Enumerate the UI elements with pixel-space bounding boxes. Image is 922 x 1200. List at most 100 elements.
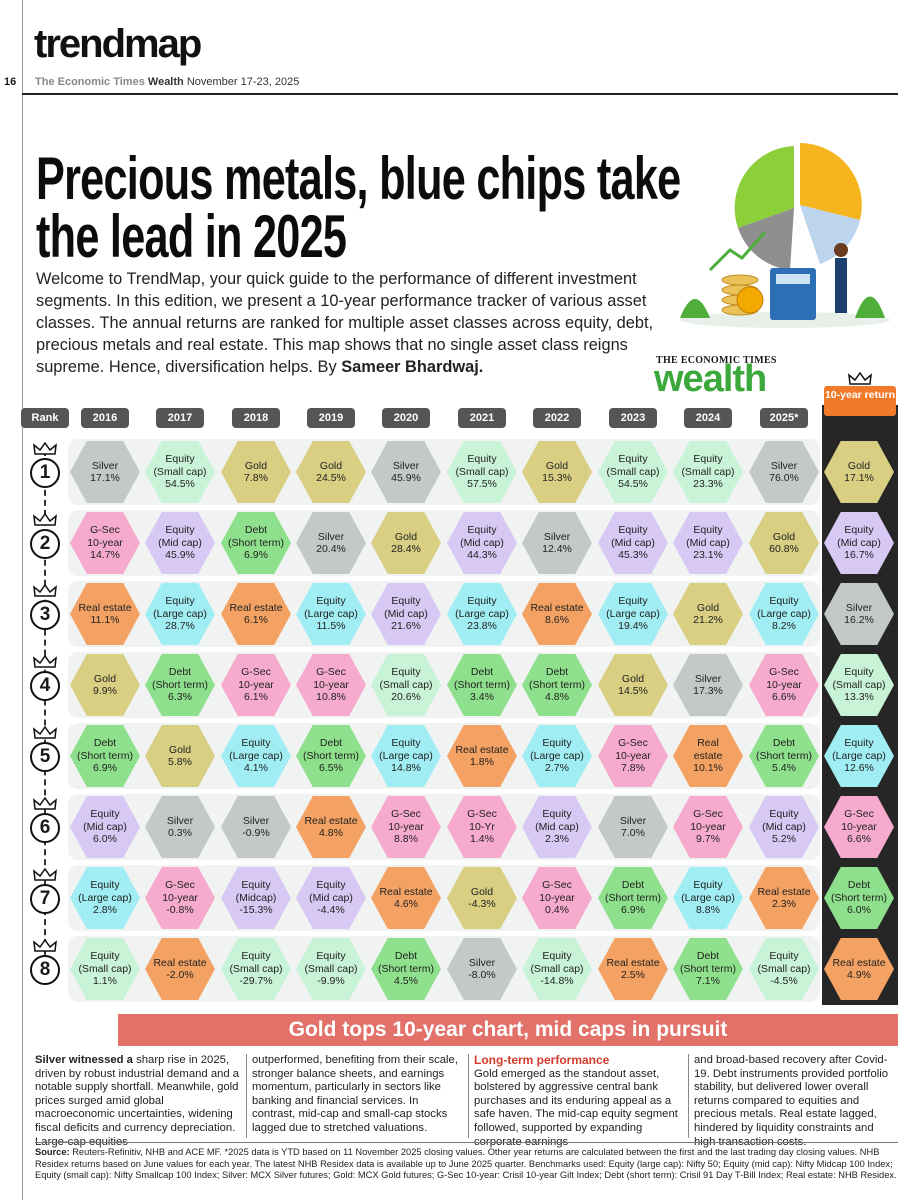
asset-return: 4.8%	[319, 827, 343, 839]
asset-label: (Large cap)	[757, 607, 811, 620]
asset-label: Real estate	[530, 601, 584, 614]
asset-cell: Equity (Small cap) 54.5%	[598, 441, 668, 503]
asset-return: 76.0%	[769, 472, 799, 484]
column-header: 2016	[81, 408, 129, 428]
asset-label: Equity	[618, 453, 648, 466]
asset-return: 4.1%	[244, 762, 268, 775]
asset-return: 17.1%	[90, 472, 120, 484]
asset-label: Real estate	[78, 601, 132, 614]
asset-return: 14.7%	[90, 549, 120, 562]
asset-cell: G-Sec 10-year 6.6%	[749, 654, 819, 716]
asset-label: Silver	[770, 459, 798, 472]
asset-cell: Silver 16.2%	[824, 583, 894, 645]
asset-return: 21.6%	[391, 620, 421, 633]
asset-label: Equity	[316, 950, 346, 963]
asset-label: (Short term)	[755, 749, 812, 762]
asset-cell: Equity (Small cap) 23.3%	[673, 441, 743, 503]
asset-cell: Silver 7.0%	[598, 796, 668, 858]
asset-return: 17.1%	[844, 472, 874, 484]
asset-label: (Mid cap)	[158, 536, 202, 549]
margin-rule	[22, 0, 23, 1200]
asset-label: Real estate	[153, 956, 207, 969]
rank-badge: 3	[30, 600, 60, 630]
asset-label: Debt	[93, 737, 117, 750]
asset-cell: Equity (Large cap) 23.8%	[447, 583, 517, 645]
asset-label: Real estate	[379, 885, 433, 898]
rank-badge: 6	[30, 813, 60, 843]
asset-label: G-Sec	[90, 524, 120, 537]
column-rule	[246, 1054, 247, 1138]
asset-label: Real estate	[757, 885, 811, 898]
asset-label: Equity	[391, 737, 421, 750]
asset-return: -29.7%	[239, 975, 273, 988]
asset-return: -8.0%	[468, 969, 496, 981]
source-note: Source: Reuters-Refinitiv, NHB and ACE M…	[35, 1142, 898, 1182]
asset-label: Equity	[693, 453, 723, 466]
asset-cell: Equity (Large cap) 28.7%	[145, 583, 215, 645]
crown-icon	[33, 868, 57, 881]
asset-label: Equity	[467, 595, 497, 608]
asset-label: (Large cap)	[832, 749, 886, 762]
asset-cell: Equity (Midcap) -15.3%	[221, 867, 291, 929]
asset-cell: G-Sec 10-year 0.4%	[522, 867, 592, 929]
asset-return: 12.4%	[542, 543, 572, 555]
article-column: outperformed, benefiting from their scal…	[252, 1054, 458, 1134]
section: Wealth	[147, 76, 184, 88]
asset-label: (Short term)	[302, 749, 359, 762]
column-text: Gold emerged as the standout asset, bols…	[474, 1067, 678, 1148]
asset-label: Equity	[542, 808, 572, 821]
lead: Silver witnessed a	[35, 1054, 133, 1066]
asset-label: 10-year	[238, 678, 274, 691]
asset-label: (Small cap)	[78, 962, 132, 975]
asset-label: Silver	[91, 459, 119, 472]
asset-return: -4.3%	[468, 898, 496, 910]
asset-label: (Short term)	[528, 678, 585, 691]
asset-cell: Debt (Short term) 4.8%	[522, 654, 592, 716]
asset-cell: Silver 12.4%	[522, 512, 592, 574]
asset-label: G-Sec	[693, 808, 723, 821]
asset-cell: Debt (Short term) 6.9%	[70, 725, 140, 787]
asset-label: Gold	[847, 459, 871, 472]
rank-badge: 2	[30, 529, 60, 559]
crown-icon	[848, 372, 872, 385]
asset-return: 20.4%	[316, 543, 346, 555]
asset-cell: G-Sec 10-year 10.8%	[296, 654, 366, 716]
asset-cell: Equity (Mid cap) 23.1%	[673, 512, 743, 574]
asset-label: Real estate	[229, 601, 283, 614]
crown-icon	[33, 726, 57, 739]
asset-cell: G-Sec 10-year 7.8%	[598, 725, 668, 787]
asset-label: (Short term)	[377, 962, 434, 975]
asset-cell: G-Sec 10-year 6.1%	[221, 654, 291, 716]
asset-cell: Equity (Mid cap) 44.3%	[447, 512, 517, 574]
asset-label: G-Sec	[467, 808, 497, 821]
column-header: 2025*	[760, 408, 808, 428]
asset-label: 10-year	[539, 891, 575, 904]
asset-return: 4.6%	[394, 898, 418, 910]
asset-return: 1.4%	[470, 833, 494, 846]
rank-badge: 5	[30, 742, 60, 772]
asset-label: (Short term)	[227, 536, 284, 549]
asset-label: Equity	[391, 666, 421, 679]
column-header: Rank	[21, 408, 69, 428]
asset-return: 45.9%	[165, 549, 195, 562]
intro: Welcome to TrendMap, your quick guide to…	[36, 268, 671, 378]
asset-cell: Debt (Short term) 6.0%	[824, 867, 894, 929]
asset-cell: Gold 7.8%	[221, 441, 291, 503]
asset-return: 21.2%	[693, 614, 723, 626]
asset-return: 14.5%	[618, 685, 648, 697]
asset-return: 28.4%	[391, 543, 421, 555]
asset-label: Gold	[168, 743, 192, 756]
asset-label: (Small cap)	[681, 465, 735, 478]
asset-return: -2.0%	[166, 969, 194, 981]
asset-return: 6.0%	[93, 833, 117, 846]
asset-cell: G-Sec 10-Yr 1.4%	[447, 796, 517, 858]
asset-return: 7.0%	[621, 827, 645, 839]
asset-cell: Gold 60.8%	[749, 512, 819, 574]
asset-cell: Equity (Small cap) -9.9%	[296, 938, 366, 1000]
asset-label: Equity	[316, 595, 346, 608]
crown-icon	[33, 797, 57, 810]
asset-return: -0.9%	[242, 827, 270, 839]
asset-cell: Debt (Short term) 7.1%	[673, 938, 743, 1000]
asset-label: (Short term)	[604, 891, 661, 904]
asset-label: Silver	[694, 672, 722, 685]
